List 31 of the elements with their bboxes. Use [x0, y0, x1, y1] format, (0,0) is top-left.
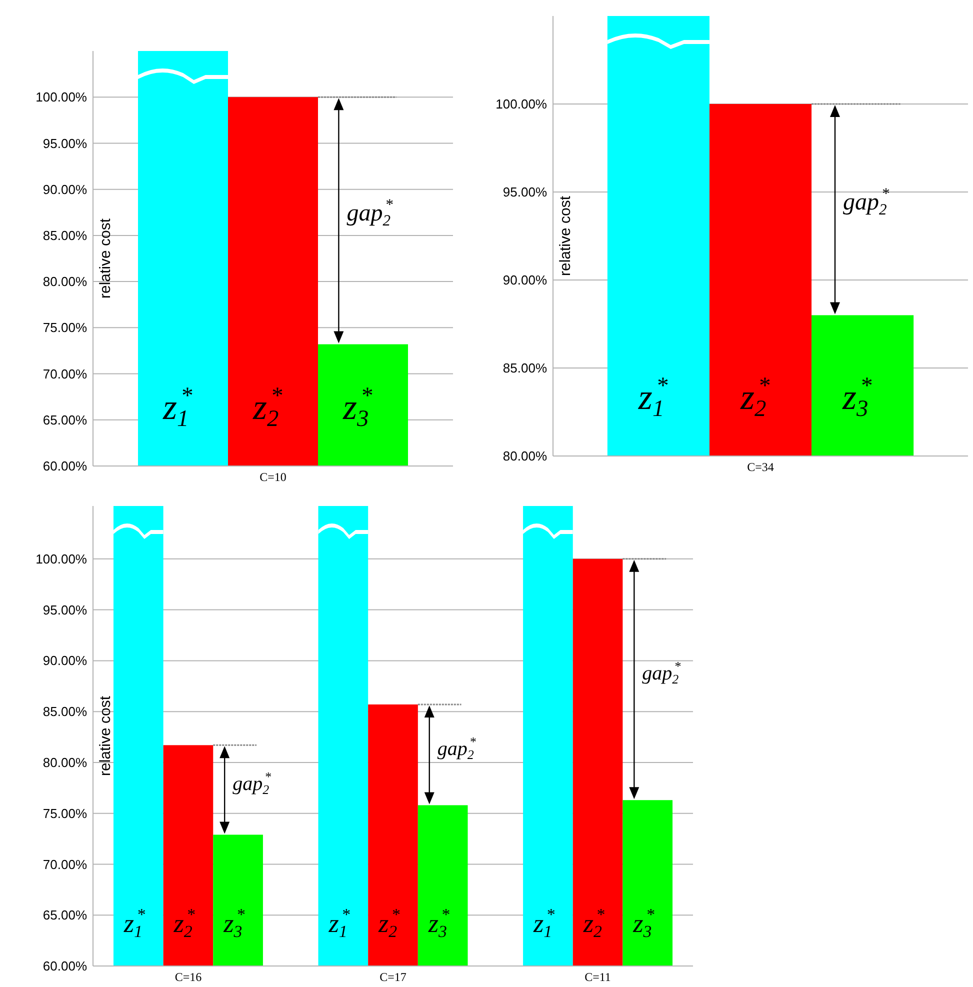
y-tick-label: 75.00% [42, 320, 88, 336]
y-tick-label: 60.00% [42, 458, 88, 474]
y-tick-label: 80.00% [42, 274, 88, 290]
y-axis-title: relative cost [97, 218, 114, 299]
y-tick-label: 80.00% [42, 755, 88, 770]
y-tick-label: 100.00% [36, 551, 88, 566]
y-tick-label: 90.00% [42, 653, 88, 668]
x-tick-label: C=34 [747, 460, 774, 474]
x-tick-label: C=16 [174, 970, 202, 984]
x-tick-label: C=10 [260, 470, 286, 484]
y-tick-label: 75.00% [42, 806, 88, 821]
y-tick-label: 70.00% [42, 856, 88, 872]
y-tick-label: 65.00% [42, 908, 88, 923]
y-tick-label: 60.00% [42, 958, 88, 974]
y-tick-label: 100.00% [496, 96, 548, 112]
y-tick-label: 80.00% [502, 448, 548, 464]
y-tick-label: 90.00% [42, 182, 88, 197]
y-tick-label: 85.00% [502, 360, 548, 376]
y-tick-label: 95.00% [42, 136, 88, 151]
x-tick-label: C=17 [380, 970, 406, 984]
y-tick-label: 100.00% [36, 90, 88, 105]
y-tick-label: 95.00% [42, 602, 88, 618]
x-tick-label: C=11 [584, 970, 611, 984]
y-tick-label: 85.00% [42, 228, 88, 243]
y-tick-label: 90.00% [502, 272, 548, 288]
y-tick-label: 85.00% [42, 704, 88, 720]
y-tick-label: 70.00% [42, 366, 88, 382]
y-tick-label: 95.00% [502, 184, 548, 200]
y-axis-title: relative cost [97, 695, 114, 776]
y-tick-label: 65.00% [42, 412, 88, 428]
y-axis-title: relative cost [557, 195, 574, 276]
